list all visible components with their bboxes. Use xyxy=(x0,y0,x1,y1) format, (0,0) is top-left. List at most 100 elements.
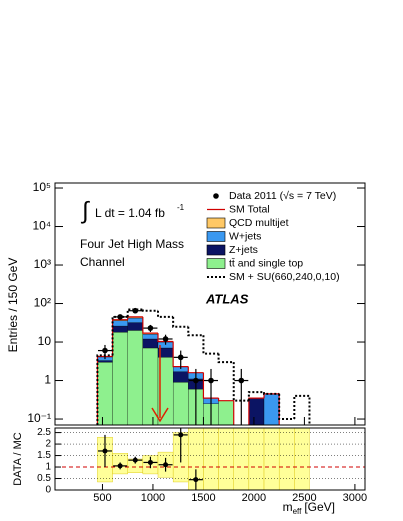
data-point xyxy=(117,463,123,469)
bar-segment xyxy=(172,371,189,383)
data-point xyxy=(178,432,184,438)
signal-line xyxy=(217,353,234,364)
signal-line xyxy=(278,393,295,421)
x-tick-label: 500 xyxy=(93,492,111,504)
y-tick-label: 10³ xyxy=(34,257,51,271)
atlas-label: ATLAS xyxy=(205,291,249,306)
y-tick-label: 2 xyxy=(45,439,51,450)
y-tick-label: 10⁵ xyxy=(33,180,51,194)
sm-total-line xyxy=(248,397,265,425)
signal-line xyxy=(156,310,174,318)
y-tick-label: 10⁻¹ xyxy=(27,411,51,425)
signal-line xyxy=(293,394,311,425)
bar-segment xyxy=(248,397,265,425)
annotation: -1 xyxy=(177,203,185,212)
data-point xyxy=(102,347,108,354)
uncertainty-band xyxy=(263,428,280,490)
signal-line xyxy=(96,354,113,425)
bar-segment xyxy=(112,332,128,425)
bar-segment xyxy=(142,334,159,340)
data-point xyxy=(193,377,199,384)
bar-segment xyxy=(97,360,113,363)
bar-segment xyxy=(218,400,234,425)
legend-marker xyxy=(206,217,226,229)
legend-label: W+jets xyxy=(229,230,261,242)
signal-line xyxy=(247,391,265,401)
bar-segment xyxy=(112,320,128,327)
cut-arrow-head xyxy=(151,407,169,423)
x-label-unit: [GeV] xyxy=(304,500,335,514)
ratio-y-axis-label: DATA / MC xyxy=(12,432,24,485)
data-point xyxy=(117,314,123,320)
uncertainty-band xyxy=(294,428,310,490)
data-point xyxy=(132,457,138,463)
ratio-panel xyxy=(55,428,365,490)
bar-segment xyxy=(112,325,128,333)
data-point xyxy=(132,307,139,314)
bar-segment xyxy=(142,338,159,349)
bar-segment xyxy=(127,317,144,323)
legend-label: QCD multijet xyxy=(229,217,289,229)
bar-segment xyxy=(263,393,280,425)
y-tick-label: 10⁴ xyxy=(32,219,51,233)
x-tick-label: 2500 xyxy=(292,492,316,504)
y-axis-label: Entries / 150 GeV xyxy=(6,258,20,353)
x-tick-label: 1500 xyxy=(191,492,215,504)
legend-marker xyxy=(206,244,226,256)
data-point xyxy=(102,448,108,454)
bar-segment xyxy=(97,362,113,425)
legend-label: tt̄ and single top xyxy=(229,257,303,269)
signal-line xyxy=(187,326,204,337)
y-tick-label: 0.5 xyxy=(37,473,51,484)
legend-label: Z+jets xyxy=(229,244,258,256)
data-point xyxy=(177,354,184,361)
sm-total-line xyxy=(172,341,189,368)
uncertainty-band xyxy=(203,428,219,490)
uncertainty-band xyxy=(218,428,234,490)
signal-line xyxy=(232,362,249,402)
legend-marker xyxy=(206,231,226,242)
y-tick-label: 10² xyxy=(34,296,51,310)
y-tick-label: 1 xyxy=(45,462,51,473)
sm-total-line xyxy=(111,319,128,357)
sm-total-line xyxy=(187,366,204,374)
uncertainty-band xyxy=(248,428,265,490)
bar-segment xyxy=(172,382,189,425)
legend-marker xyxy=(213,193,219,199)
data-point xyxy=(163,462,169,468)
y-tick-label: 10 xyxy=(38,334,52,348)
signal-line xyxy=(172,316,189,328)
x-label: m xyxy=(283,500,293,514)
y-tick-label: 1.5 xyxy=(37,450,51,461)
data-point xyxy=(147,459,153,465)
signal-line xyxy=(126,308,143,317)
legend-label: SM Total xyxy=(229,203,270,215)
data-point xyxy=(208,377,214,384)
sm-total-line xyxy=(202,372,219,399)
sm-total-line xyxy=(217,398,235,425)
x-tick-label: 3000 xyxy=(343,492,367,504)
y-tick-label: 0 xyxy=(45,485,51,496)
sm-total-line xyxy=(157,333,174,343)
legend-marker xyxy=(206,258,226,269)
frame xyxy=(54,427,366,491)
data-point xyxy=(238,377,245,384)
signal-line xyxy=(202,335,219,355)
main-panel xyxy=(96,307,311,425)
x-axis-label: meff [GeV] xyxy=(283,500,335,516)
annotation: ∫ xyxy=(80,197,90,224)
data-point xyxy=(193,477,199,483)
annotation: Four Jet High Mass xyxy=(80,237,184,251)
signal-line xyxy=(141,309,158,312)
bar-segment xyxy=(127,322,144,331)
x-tick-label: 1000 xyxy=(141,492,165,504)
data-point xyxy=(147,325,154,331)
data-point xyxy=(162,336,169,342)
legend-label: Data 2011 (√s = 7 TeV) xyxy=(229,190,336,202)
x-tick-label: 2000 xyxy=(242,492,266,504)
x-label-sub: eff xyxy=(293,507,303,516)
annotation: Channel xyxy=(80,255,125,269)
annotation: L dt = 1.04 fb xyxy=(95,206,165,220)
uncertainty-band xyxy=(278,428,295,490)
